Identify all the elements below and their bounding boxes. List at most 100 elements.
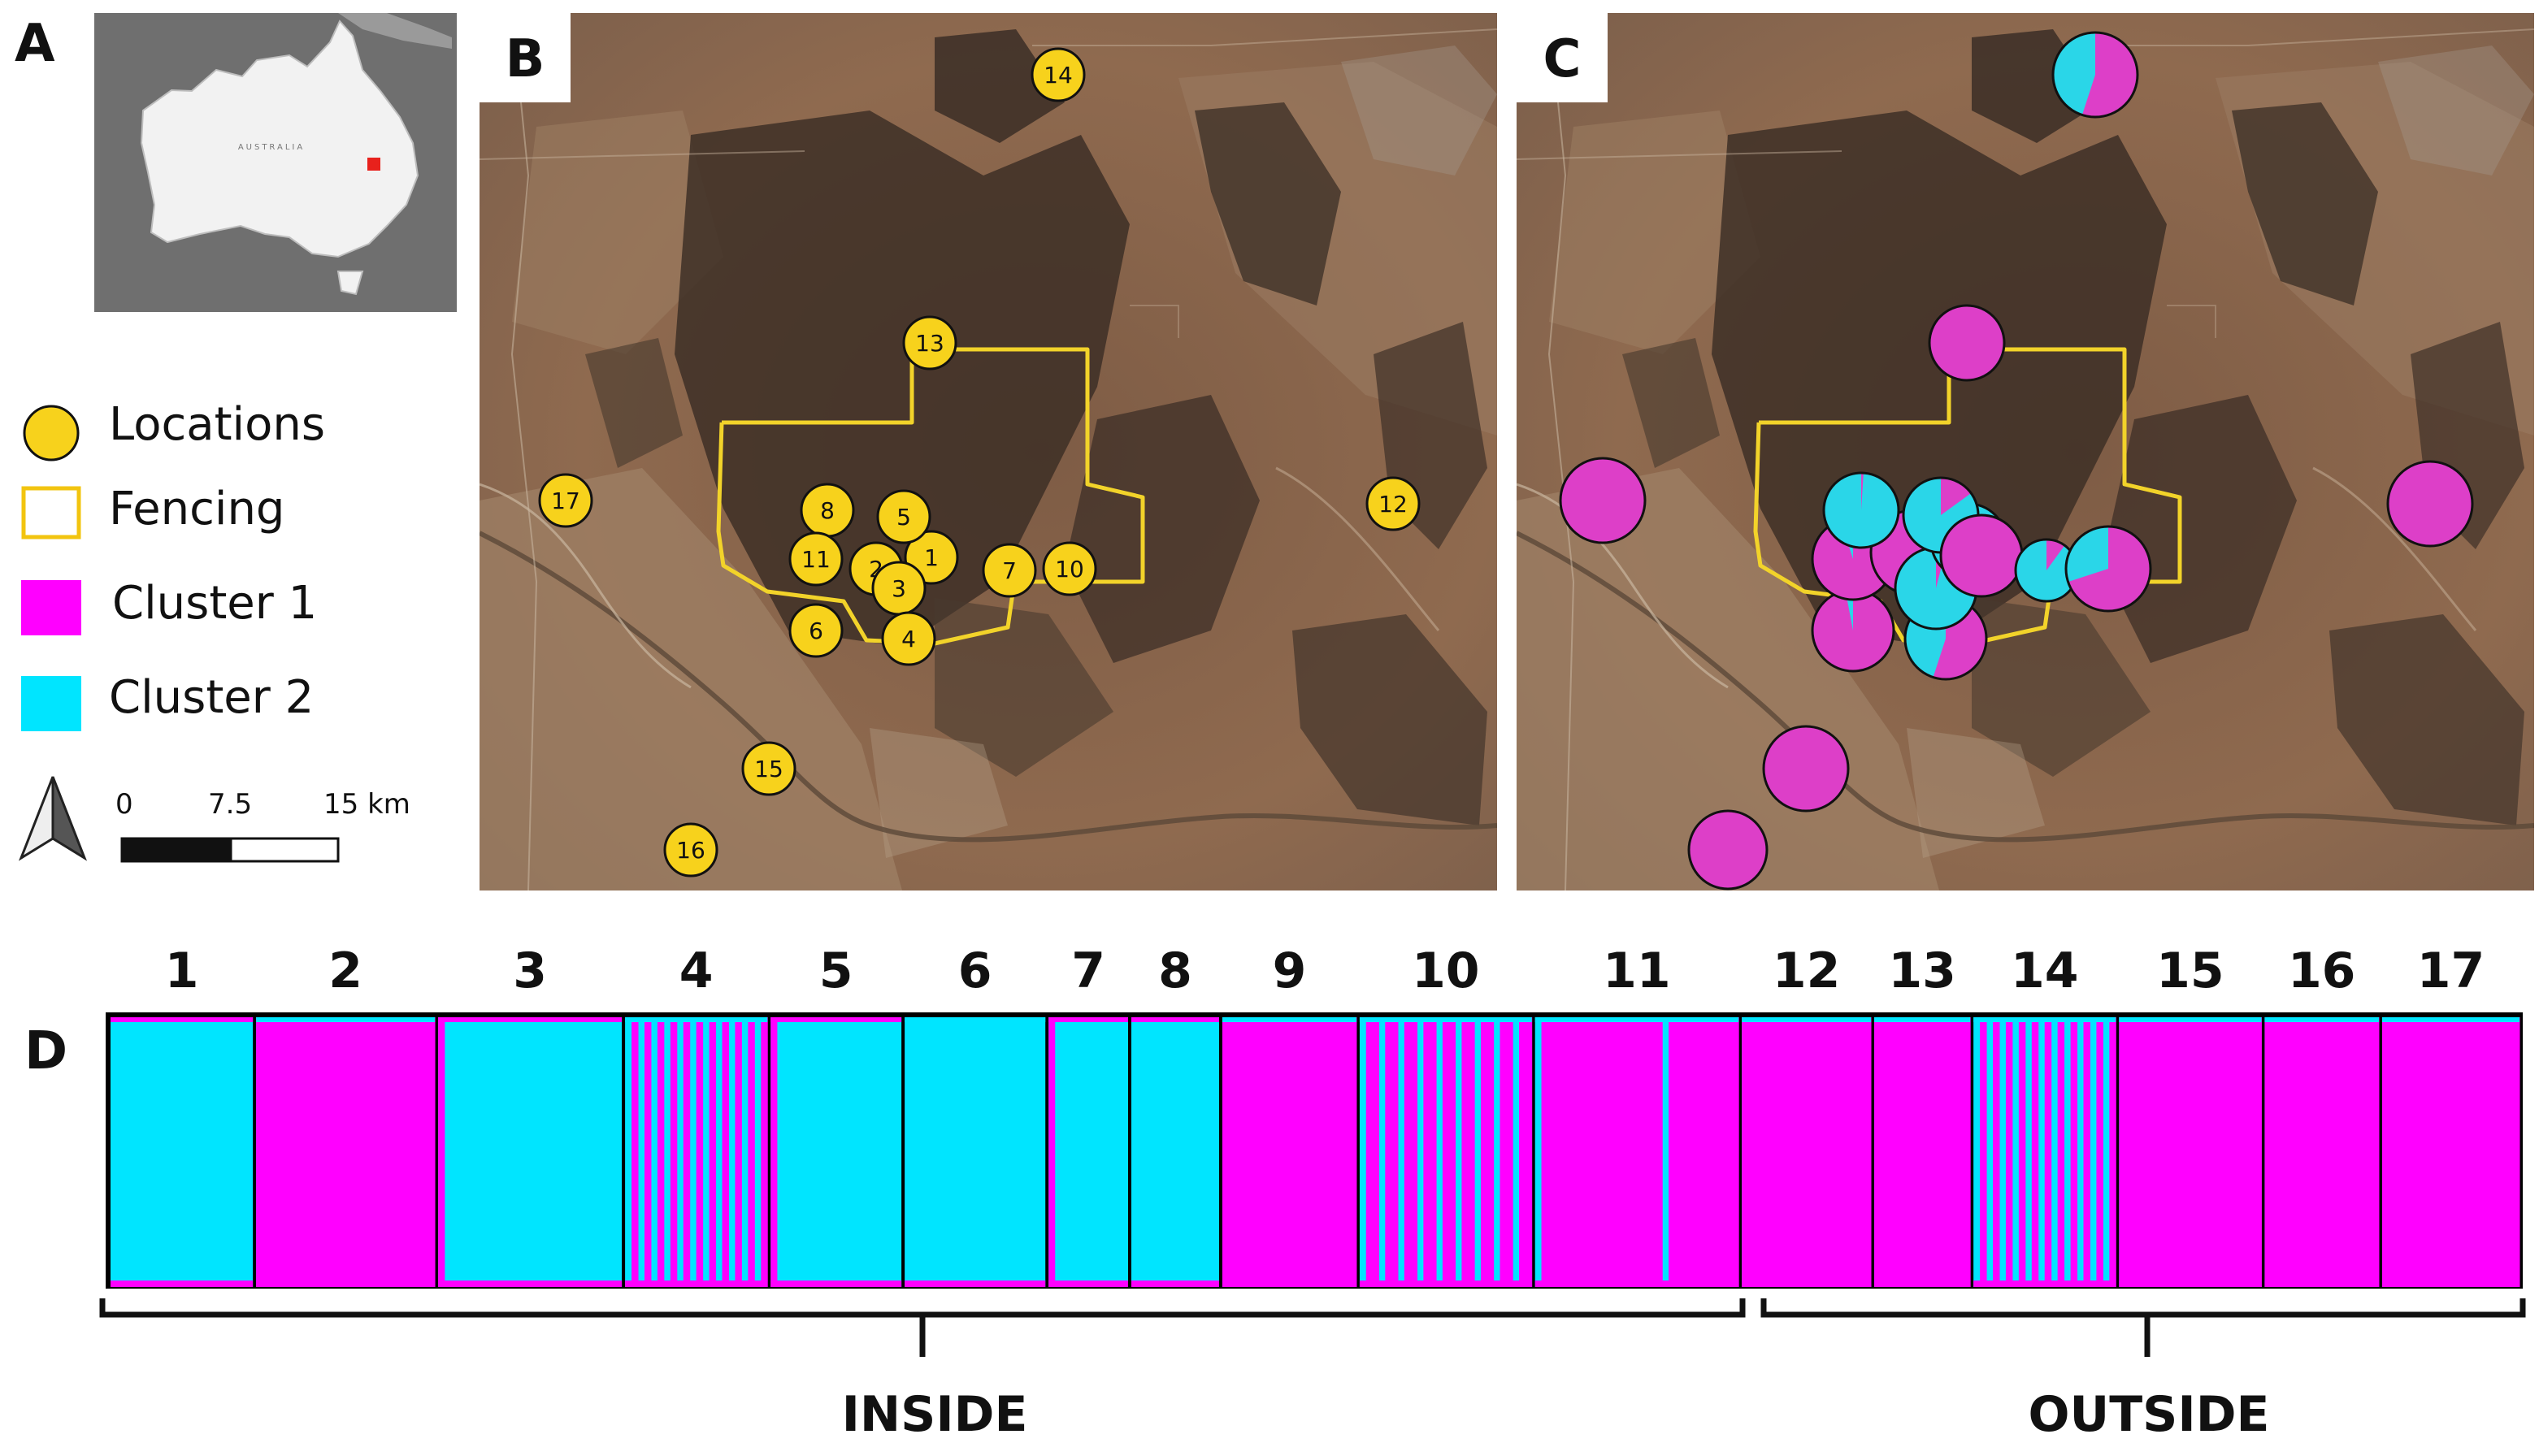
structure-cluster1-stripe-4-21 <box>761 1017 768 1287</box>
location-circle-4 <box>881 611 936 666</box>
structure-cluster1-stripe-11-25 <box>1694 1017 1701 1287</box>
structure-cluster1-stripe-13-14 <box>1964 1017 1971 1287</box>
structure-cluster1-stripe-17-2 <box>2394 1017 2402 1287</box>
location-marker-13: 13 <box>902 315 957 370</box>
structure-cluster1-stripe-11-7 <box>1579 1017 1586 1287</box>
structure-cluster1-stripe-4-3 <box>644 1017 652 1287</box>
structure-cluster1-stripe-10-19 <box>1480 1017 1488 1287</box>
structure-bottom-strip-11 <box>1534 1280 1739 1287</box>
structure-cluster1-stripe-15-8 <box>2170 1017 2178 1287</box>
population-label-11: 11 <box>1603 942 1671 999</box>
location-circle-5 <box>876 489 931 544</box>
pie-slice-cluster1-7 <box>2046 540 2065 570</box>
inset-country-label: AUSTRALIA <box>238 143 305 152</box>
legend-cluster1-swatch <box>21 580 81 635</box>
structure-cluster1-stripe-4-1 <box>631 1017 639 1287</box>
location-number-4: 4 <box>901 626 916 652</box>
structure-cluster1-stripe-17-14 <box>2469 1017 2476 1287</box>
structure-cluster1-stripe-2-15 <box>351 1017 359 1287</box>
structure-population-12 <box>1742 1017 1872 1287</box>
population-label-9: 9 <box>1272 942 1307 999</box>
tasmania <box>336 271 364 296</box>
structure-cluster1-stripe-13-8 <box>1925 1017 1933 1287</box>
structure-cluster1-stripe-15-2 <box>2132 1017 2139 1287</box>
structure-cluster1-stripe-4-19 <box>748 1017 755 1287</box>
location-marker-6: 6 <box>788 603 844 658</box>
structure-cluster1-stripe-12-2 <box>1755 1017 1762 1287</box>
structure-cluster1-stripe-16-4 <box>2289 1017 2297 1287</box>
scalebar <box>120 837 340 863</box>
structure-cluster1-stripe-17-8 <box>2432 1017 2439 1287</box>
structure-population-7 <box>1048 1017 1129 1287</box>
structure-cluster1-stripe-17-5 <box>2413 1017 2420 1287</box>
structure-population-6 <box>905 1017 1046 1287</box>
structure-cluster1-stripe-12-3 <box>1760 1017 1769 1287</box>
outside-bracket <box>1760 1298 2526 1357</box>
location-number-15: 15 <box>754 756 783 782</box>
location-marker-15: 15 <box>741 741 796 796</box>
pie-base-12 <box>2388 462 2472 546</box>
location-number-12: 12 <box>1378 491 1408 518</box>
structure-cluster1-stripe-4-15 <box>722 1017 729 1287</box>
inside-bracket <box>99 1298 1746 1357</box>
structure-population-4 <box>625 1017 768 1287</box>
structure-cluster1-stripe-15-12 <box>2196 1017 2204 1287</box>
structure-cluster1-stripe-9-0 <box>1222 1017 1230 1287</box>
structure-cluster1-stripe-17-1 <box>2388 1017 2395 1287</box>
scalebar-tick-end: 15 km <box>323 788 410 821</box>
legend-cluster1-label: Cluster 1 <box>112 577 318 630</box>
panel-c-label-box <box>1517 13 1608 102</box>
structure-cluster1-stripe-11-16 <box>1636 1017 1644 1287</box>
structure-cluster1-stripe-17-21 <box>2513 1017 2520 1287</box>
structure-top-strip-16 <box>2264 1017 2379 1022</box>
structure-cluster1-stripe-16-16 <box>2366 1017 2373 1287</box>
structure-cluster1-stripe-12-17 <box>1851 1017 1859 1287</box>
population-label-10: 10 <box>1412 942 1480 999</box>
structure-cluster1-stripe-15-19 <box>2242 1017 2250 1287</box>
structure-cluster1-stripe-4-7 <box>670 1017 678 1287</box>
structure-cluster1-stripe-16-7 <box>2309 1017 2316 1287</box>
location-marker-17: 17 <box>538 473 593 528</box>
structure-cluster1-stripe-13-5 <box>1906 1017 1913 1287</box>
structure-cluster1-stripe-14-7 <box>2018 1017 2026 1287</box>
location-number-13: 13 <box>915 330 944 357</box>
structure-cluster1-stripe-11-3 <box>1554 1017 1561 1287</box>
location-number-10: 10 <box>1055 556 1084 583</box>
structure-cluster1-stripe-2-1 <box>262 1017 270 1287</box>
structure-bottom-strip-16 <box>2264 1280 2379 1287</box>
structure-cluster1-stripe-15-18 <box>2235 1017 2243 1287</box>
structure-top-strip-9 <box>1222 1017 1356 1022</box>
structure-cluster1-stripe-11-5 <box>1566 1017 1574 1287</box>
structure-cluster1-stripe-15-1 <box>2125 1017 2133 1287</box>
structure-cluster1-stripe-16-15 <box>2359 1017 2367 1287</box>
location-number-16: 16 <box>676 837 705 864</box>
structure-cluster1-stripe-10-20 <box>1487 1017 1495 1287</box>
location-marker-12: 12 <box>1365 476 1421 531</box>
structure-bottom-strip-4 <box>625 1280 768 1287</box>
location-number-14: 14 <box>1044 62 1073 89</box>
structure-cluster1-stripe-10-5 <box>1391 1017 1399 1287</box>
structure-bottom-strip-6 <box>905 1280 1046 1287</box>
pie-site-13 <box>1928 304 2006 382</box>
population-label-6: 6 <box>957 942 992 999</box>
location-circle-10 <box>1042 541 1097 596</box>
pie-slice-cluster1-14 <box>2081 32 2138 118</box>
structure-cluster1-stripe-17-17 <box>2488 1017 2495 1287</box>
population-label-8: 8 <box>1158 942 1192 999</box>
structure-cluster1-stripe-10-25 <box>1519 1017 1526 1287</box>
structure-cluster1-stripe-12-15 <box>1838 1017 1846 1287</box>
structure-cluster1-stripe-11-2 <box>1547 1017 1555 1287</box>
structure-cluster1-stripe-16-12 <box>2341 1017 2348 1287</box>
location-marker-16: 16 <box>663 822 718 878</box>
fence-panel-c <box>1753 347 2182 646</box>
structure-cluster1-stripe-2-8 <box>306 1017 315 1287</box>
structure-cluster1-stripe-10-11 <box>1430 1017 1437 1287</box>
structure-top-strip-12 <box>1742 1017 1872 1022</box>
population-label-14: 14 <box>2010 942 2079 999</box>
structure-cluster1-stripe-2-19 <box>377 1017 384 1287</box>
new-guinea <box>338 13 452 49</box>
structure-cluster1-stripe-15-16 <box>2222 1017 2230 1287</box>
structure-cluster1-stripe-11-4 <box>1560 1017 1568 1287</box>
structure-bottom-strip-1 <box>111 1280 254 1287</box>
